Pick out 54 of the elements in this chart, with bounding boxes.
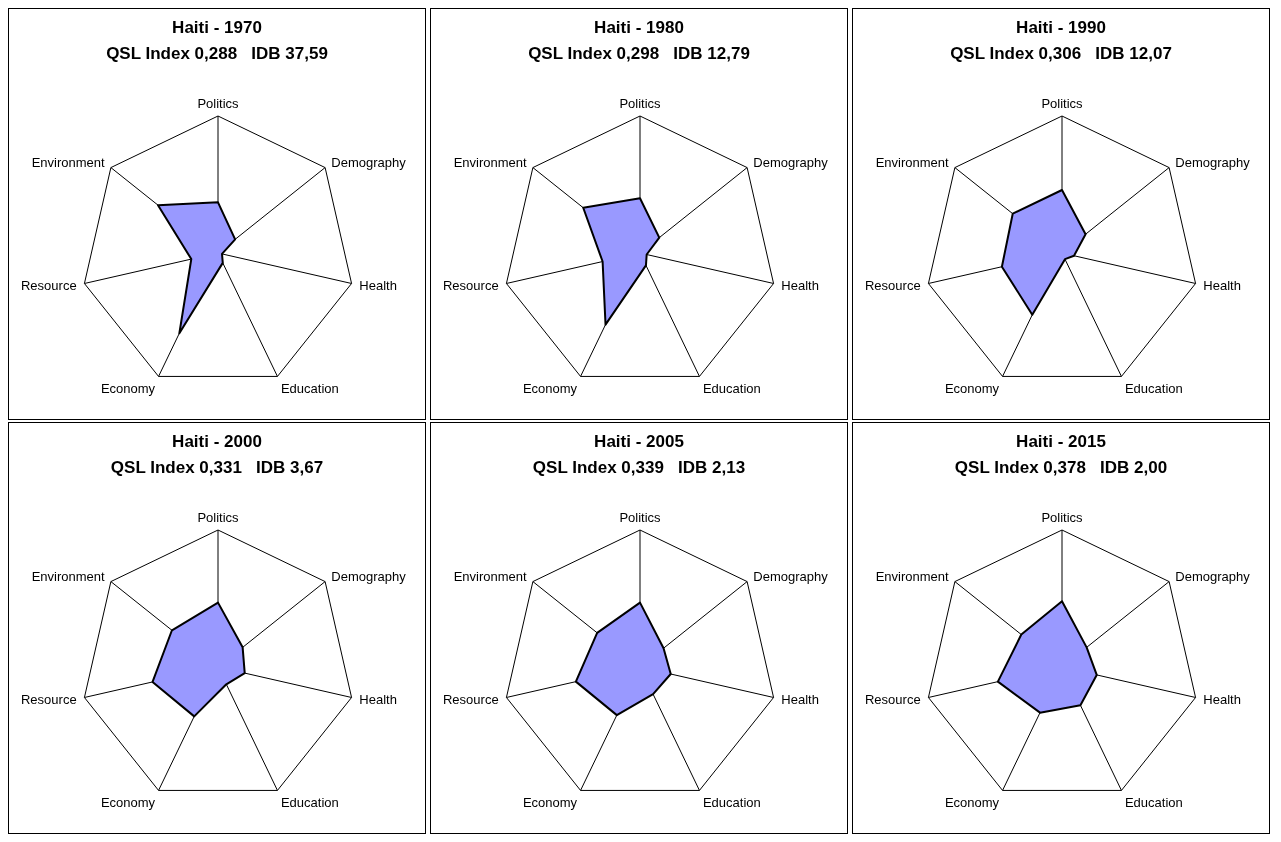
spoke-label: Resource [20, 691, 77, 707]
spoke-label: Resource [864, 277, 921, 293]
chart-title: Haiti - 2005 [593, 431, 685, 453]
spoke-label: Health [359, 277, 397, 293]
spoke-label: Politics [619, 96, 662, 111]
spoke-label: Education [1124, 794, 1183, 810]
spoke-label: Economy [100, 794, 156, 810]
spoke-label: Politics [619, 510, 662, 525]
chart-subtitle: QSL Index 0,339 IDB 2,13 [531, 457, 747, 479]
spoke-label: Demography [331, 569, 407, 585]
spoke-label: Education [702, 380, 761, 396]
spoke-label: Politics [1041, 510, 1084, 525]
spoke-label: Health [1203, 277, 1241, 293]
spoke-label: Demography [1175, 569, 1251, 585]
spoke-label: Economy [944, 794, 1000, 810]
chart-title: Haiti - 2015 [1015, 431, 1107, 453]
spoke-label: Politics [197, 96, 240, 111]
spoke-label: Economy [944, 380, 1000, 396]
chart-title: Haiti - 1990 [1015, 17, 1107, 39]
spoke-label: Education [280, 380, 339, 396]
spoke-label: Environment [875, 569, 950, 585]
spoke-label: Resource [864, 691, 921, 707]
spoke-label: Health [1203, 691, 1241, 707]
spoke-label: Resource [442, 691, 499, 707]
spoke-label: Health [781, 277, 819, 293]
chart-subtitle: QSL Index 0,298 IDB 12,79 [527, 43, 751, 65]
spoke-label: Environment [31, 155, 106, 171]
spoke-label: Environment [453, 155, 528, 171]
spoke-label: Demography [331, 155, 407, 171]
chart-title: Haiti - 2000 [171, 431, 263, 453]
spoke-label: Education [1124, 380, 1183, 396]
chart-subtitle: QSL Index 0,378 IDB 2,00 [953, 457, 1169, 479]
spoke-label: Demography [753, 569, 829, 585]
spoke-label: Demography [753, 155, 829, 171]
spoke-label: Environment [875, 155, 950, 171]
chart-subtitle: QSL Index 0,306 IDB 12,07 [949, 43, 1173, 65]
spoke-label: Health [781, 691, 819, 707]
chart-subtitle: QSL Index 0,331 IDB 3,67 [109, 457, 325, 479]
spoke-label: Economy [522, 794, 578, 810]
spoke-label: Education [702, 794, 761, 810]
spoke-label: Health [359, 691, 397, 707]
chart-title: Haiti - 1970 [171, 17, 263, 39]
spoke-label: Politics [1041, 96, 1084, 111]
spoke-label: Resource [20, 277, 77, 293]
chart-title: Haiti - 1980 [593, 17, 685, 39]
spoke-label: Economy [522, 380, 578, 396]
spoke-label: Resource [442, 277, 499, 293]
spoke-label: Environment [453, 569, 528, 585]
spoke-label: Environment [31, 569, 106, 585]
spoke-label: Education [280, 794, 339, 810]
chart-subtitle: QSL Index 0,288 IDB 37,59 [105, 43, 329, 65]
spoke-label: Demography [1175, 155, 1251, 171]
spoke-label: Economy [100, 380, 156, 396]
spoke-label: Politics [197, 510, 240, 525]
